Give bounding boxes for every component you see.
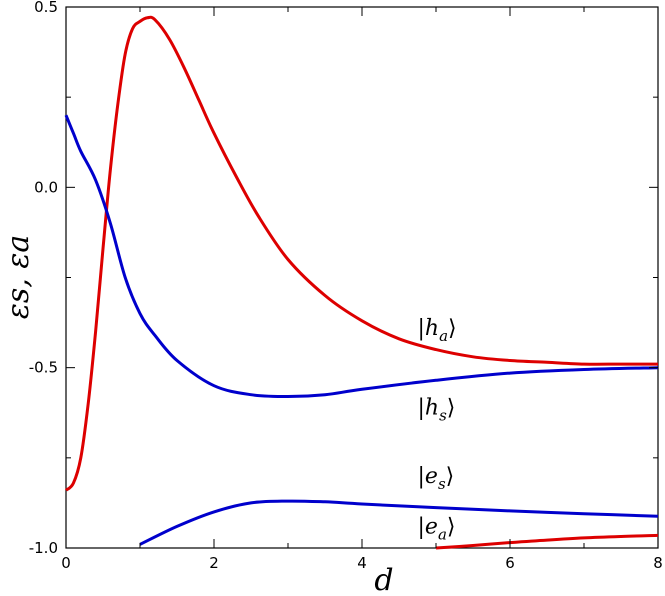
curve-label-e-a: |ea⟩ — [418, 515, 456, 544]
curve-label-h-a: |ha⟩ — [418, 316, 457, 345]
x-tick-label: 6 — [505, 554, 515, 572]
y-axis-label: εs, εa — [1, 235, 36, 320]
x-tick-label: 8 — [653, 554, 663, 572]
x-tick-label: 2 — [209, 554, 219, 572]
series-line-h-s — [64, 114, 659, 398]
x-axis-label: d — [374, 563, 393, 596]
curves — [64, 15, 659, 550]
x-tick-label: 0 — [61, 554, 71, 572]
y-tick-label: -0.5 — [29, 359, 58, 377]
y-tick-label: -1.0 — [29, 539, 58, 557]
series-line-e-a — [435, 533, 659, 550]
curve-labels: |ha⟩ |hs⟩ |es⟩ |ea⟩ — [418, 316, 457, 543]
plot-area — [65, 6, 659, 549]
plot-frame — [65, 6, 659, 549]
axis-ticks: 0 2 4 6 8 0.5 0.0 -0.5 -1.0 — [29, 0, 663, 572]
y-tick-label: 0.5 — [34, 0, 58, 16]
series-line-h-a — [64, 15, 658, 492]
x-tick-label: 4 — [357, 554, 367, 572]
curve-label-h-s: |hs⟩ — [418, 396, 456, 425]
y-tick-label: 0.0 — [34, 178, 58, 196]
curve-label-e-s: |es⟩ — [418, 464, 455, 493]
series-line-e-s — [139, 499, 659, 546]
